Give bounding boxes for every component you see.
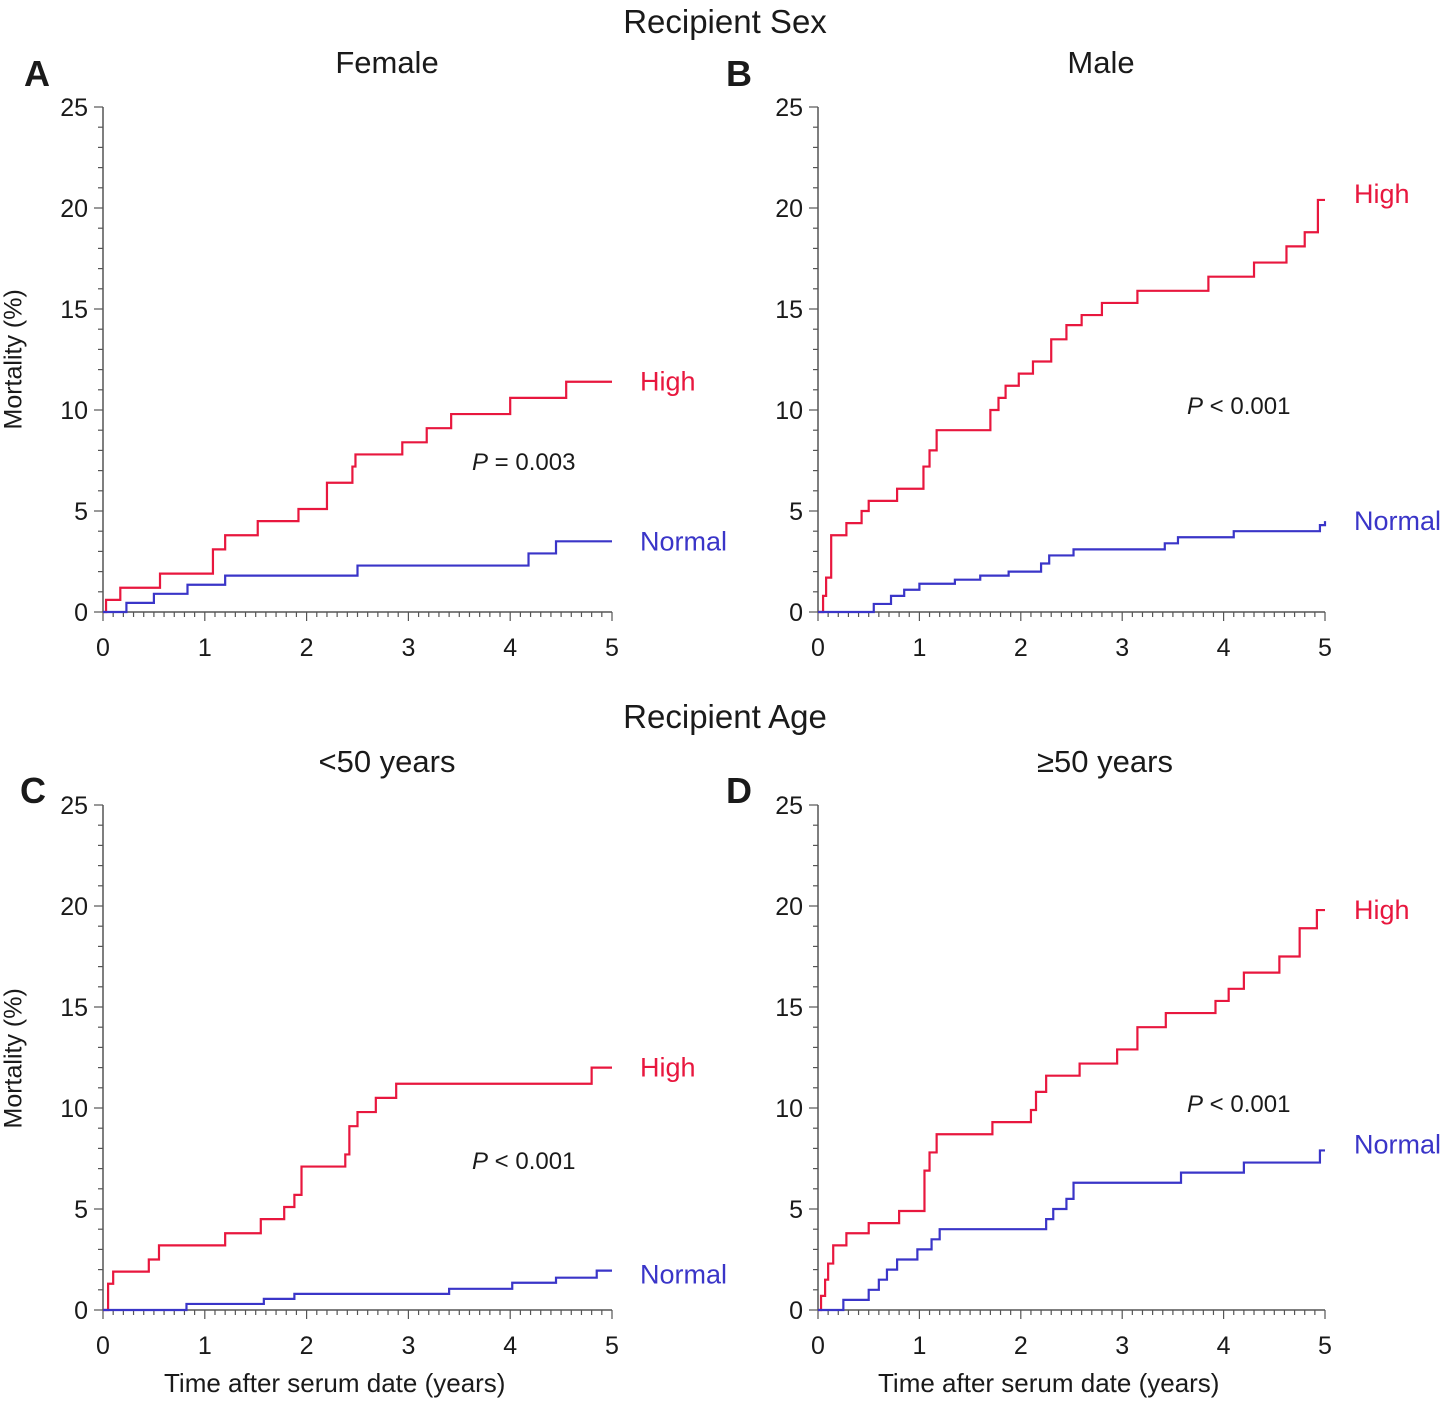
- y-tick-label: 5: [789, 498, 803, 526]
- p-value-annotation: P < 0.001: [1187, 1091, 1290, 1118]
- y-tick-label: 0: [74, 599, 88, 627]
- x-tick-label: 5: [605, 1332, 619, 1360]
- section-title-age: Recipient Age: [623, 698, 827, 735]
- series-label-normal: Normal: [1354, 506, 1441, 536]
- x-tick-label: 3: [401, 1332, 415, 1360]
- y-tick-label: 20: [60, 893, 88, 921]
- panel-title-c: <50 years: [318, 744, 456, 779]
- panel-letter-c: C: [20, 770, 46, 811]
- xlabel-d: Time after serum date (years): [878, 1368, 1220, 1398]
- series-line-high: [103, 380, 612, 614]
- x-tick-label: 3: [401, 634, 415, 662]
- x-tick-label: 1: [198, 634, 212, 662]
- x-tick-label: 3: [1115, 634, 1129, 662]
- x-tick-label: 4: [1217, 1332, 1231, 1360]
- y-tick-label: 0: [789, 1297, 803, 1325]
- y-tick-label: 15: [775, 994, 803, 1022]
- y-tick-label: 20: [60, 195, 88, 223]
- y-tick-label: 20: [775, 195, 803, 223]
- chart-panel-a: 0 5 10 15 20 25 0 1 2 3 4 5 High Normal P = 0.003: [60, 94, 727, 662]
- y-tick-label: 15: [60, 296, 88, 324]
- y-tick-label: 10: [60, 397, 88, 425]
- series-label-high: High: [1354, 895, 1410, 925]
- y-tick-label: 5: [74, 1196, 88, 1224]
- x-tick-label: 2: [1014, 634, 1028, 662]
- x-tick-label: 4: [1217, 634, 1231, 662]
- y-tick-label: 10: [60, 1095, 88, 1123]
- series-label-high: High: [640, 1053, 696, 1083]
- series-label-normal: Normal: [640, 1260, 727, 1290]
- y-tick-label: 15: [775, 296, 803, 324]
- xlabel-c: Time after serum date (years): [164, 1368, 506, 1398]
- x-tick-label: 4: [503, 634, 517, 662]
- series-line-high: [818, 908, 1325, 1312]
- series-line-normal: [818, 1149, 1325, 1312]
- panel-title-a: Female: [335, 45, 439, 80]
- x-tick-label: 1: [198, 1332, 212, 1360]
- x-tick-label: 4: [503, 1332, 517, 1360]
- x-tick-label: 1: [912, 634, 926, 662]
- panel-letter-d: D: [726, 770, 752, 811]
- y-tick-label: 25: [60, 792, 88, 820]
- series-line-normal: [103, 540, 612, 614]
- x-tick-label: 0: [96, 634, 110, 662]
- series-line-normal: [103, 1269, 612, 1312]
- y-tick-label: 10: [775, 397, 803, 425]
- y-tick-label: 15: [60, 994, 88, 1022]
- y-tick-label: 25: [775, 94, 803, 122]
- y-tick-label: 20: [775, 893, 803, 921]
- y-tick-label: 25: [60, 94, 88, 122]
- x-tick-label: 5: [1318, 634, 1332, 662]
- x-tick-label: 0: [811, 634, 825, 662]
- p-value-annotation: P < 0.001: [1187, 393, 1290, 420]
- panel-letter-a: A: [24, 53, 50, 94]
- y-tick-label: 5: [74, 498, 88, 526]
- chart-panel-b: 0 5 10 15 20 25 0 1 2 3 4 5 High Normal P < 0.001: [775, 94, 1441, 662]
- y-tick-label: 0: [74, 1297, 88, 1325]
- panel-title-b: Male: [1067, 45, 1135, 80]
- x-tick-label: 1: [912, 1332, 926, 1360]
- x-tick-label: 2: [300, 634, 314, 662]
- chart-panel-c: 0 5 10 15 20 25 0 1 2 3 4 5 High Normal P < 0.001: [60, 792, 727, 1360]
- series-line-normal: [818, 521, 1327, 614]
- x-tick-label: 2: [1014, 1332, 1028, 1360]
- section-title-sex: Recipient Sex: [623, 3, 827, 40]
- p-value-annotation: P = 0.003: [472, 449, 575, 476]
- panel-letter-b: B: [726, 53, 752, 94]
- p-value-annotation: P < 0.001: [472, 1148, 575, 1175]
- y-tick-label: 10: [775, 1095, 803, 1123]
- series-line-high: [103, 1066, 612, 1312]
- x-tick-label: 2: [300, 1332, 314, 1360]
- series-label-normal: Normal: [640, 526, 727, 556]
- x-tick-label: 3: [1115, 1332, 1129, 1360]
- y-tick-label: 5: [789, 1196, 803, 1224]
- x-tick-label: 5: [1318, 1332, 1332, 1360]
- x-tick-label: 5: [605, 634, 619, 662]
- x-tick-label: 0: [811, 1332, 825, 1360]
- panel-title-d: ≥50 years: [1037, 744, 1173, 779]
- y-tick-label: 0: [789, 599, 803, 627]
- series-line-high: [818, 198, 1325, 614]
- chart-panel-d: 0 5 10 15 20 25 0 1 2 3 4 5 High Normal P < 0.001: [775, 792, 1441, 1360]
- x-tick-label: 0: [96, 1332, 110, 1360]
- series-label-high: High: [1354, 179, 1410, 209]
- series-label-high: High: [640, 367, 696, 397]
- series-label-normal: Normal: [1354, 1129, 1441, 1159]
- y-tick-label: 25: [775, 792, 803, 820]
